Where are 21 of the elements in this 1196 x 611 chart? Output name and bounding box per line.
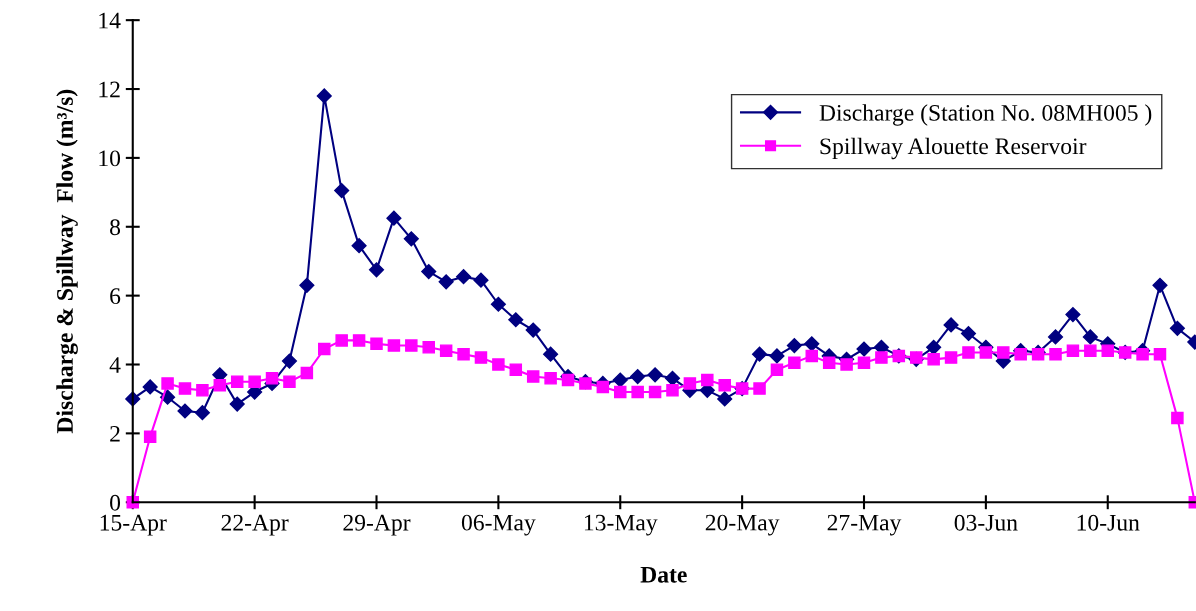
y-axis-title: Discharge & Spillway Flow (m³/s) [56, 89, 78, 434]
legend-label: Spillway Alouette Reservoir [820, 137, 1087, 160]
x-tick-label: 15-Apr [100, 514, 167, 536]
x-tick-label: 13-May [584, 514, 658, 536]
x-tick-label: 29-Apr [343, 514, 411, 536]
y-tick-label: 10 [99, 150, 121, 167]
y-tick-label: 8 [110, 219, 121, 236]
x-axis-title: Date [640, 566, 687, 583]
y-tick-label: 0 [110, 494, 121, 511]
y-tick-label: 14 [99, 12, 121, 29]
x-tick-label: 20-May [705, 514, 780, 536]
x-tick-label: 06-May [461, 514, 536, 536]
y-tick-label: 4 [109, 357, 121, 373]
x-tick-label: 22-Apr [221, 514, 289, 536]
y-tick-label: 6 [110, 288, 121, 305]
x-tick-label: 10-Jun [1077, 514, 1140, 531]
legend-label: Discharge (Station No. 08MH005 ) [819, 104, 1152, 126]
y-tick-label: 12 [99, 81, 120, 98]
x-tick-label: 27-May [827, 514, 902, 536]
y-tick-label: 2 [110, 425, 120, 442]
x-tick-label: 03-Jun [954, 514, 1018, 531]
